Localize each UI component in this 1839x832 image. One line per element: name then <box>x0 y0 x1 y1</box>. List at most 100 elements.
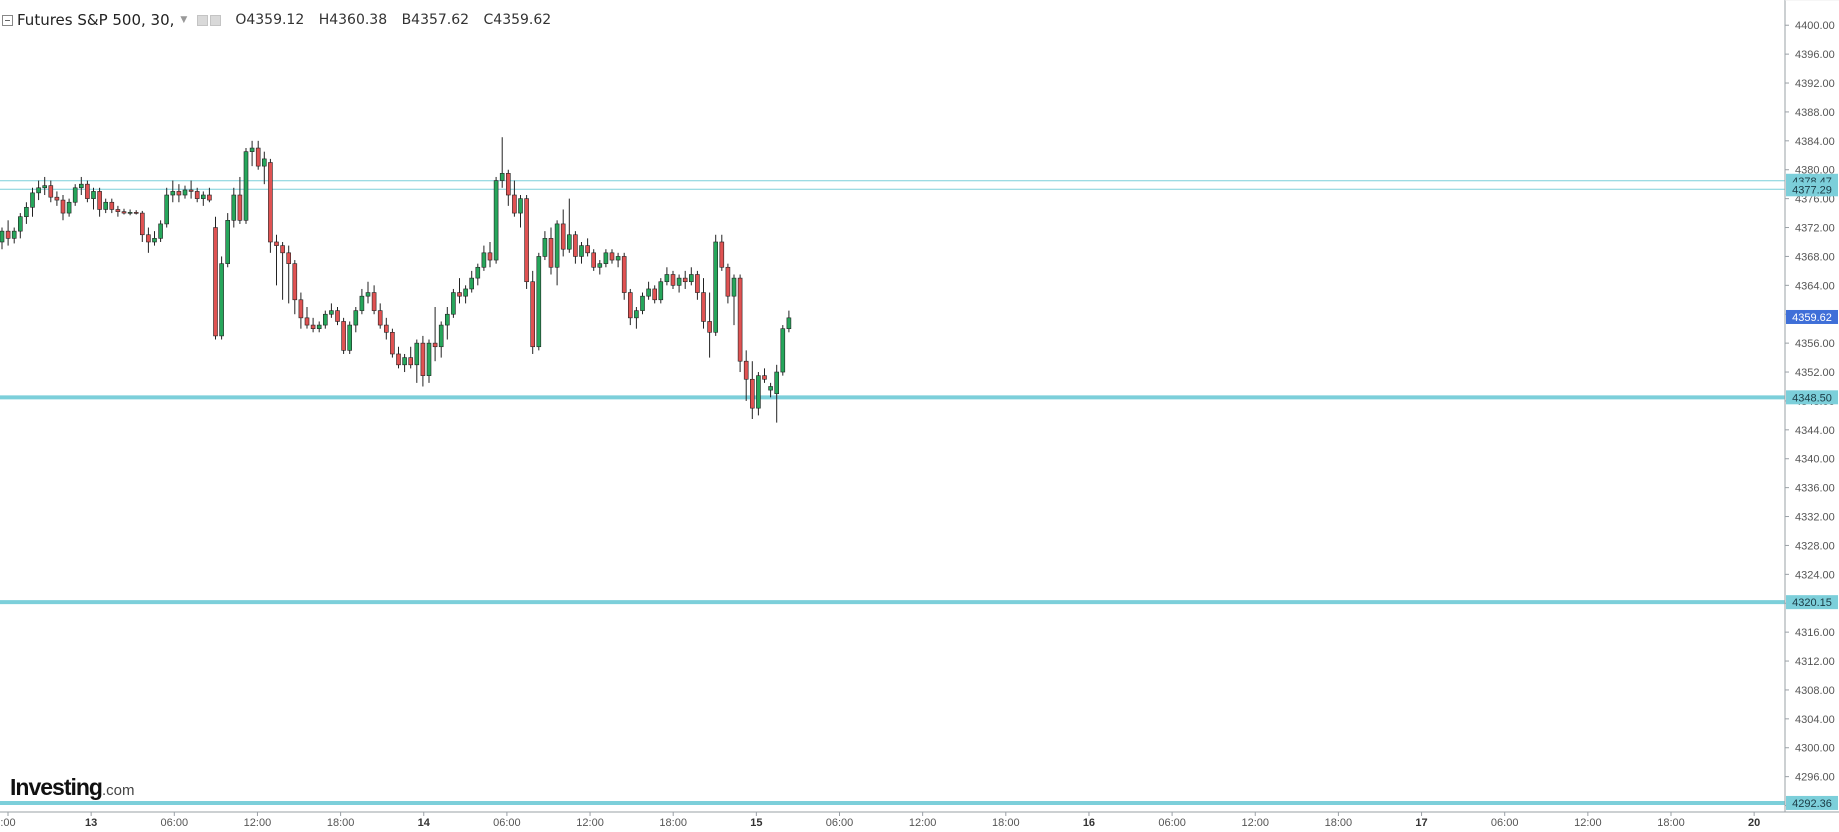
candle <box>646 281 651 300</box>
candle <box>237 176 243 224</box>
candle <box>365 281 371 304</box>
price-tick-label: 4324.00 <box>1795 569 1835 581</box>
candle-body <box>713 241 719 333</box>
candle <box>48 180 54 203</box>
candle <box>5 220 11 246</box>
price-tick-label: 4328.00 <box>1795 540 1835 552</box>
candle-body <box>670 274 676 286</box>
candle-body <box>664 274 670 283</box>
time-tick-label: 18:00 <box>659 817 687 829</box>
candle <box>188 180 194 199</box>
candle-body <box>316 324 322 329</box>
collapse-icon[interactable] <box>2 14 13 26</box>
investing-logo[interactable]: Investing.com <box>10 774 134 801</box>
candle-body <box>188 189 194 192</box>
candle <box>664 267 670 286</box>
candle-body <box>115 209 121 212</box>
candle <box>249 140 255 167</box>
candle <box>524 195 529 289</box>
candle-body <box>182 189 188 196</box>
candle <box>121 208 127 215</box>
candle <box>243 148 249 224</box>
candle-body <box>225 220 230 264</box>
candle-body <box>335 310 340 322</box>
time-tick-label: 20 <box>1748 817 1760 829</box>
candle-body <box>731 277 737 297</box>
candle-body <box>609 252 615 261</box>
candle <box>316 321 322 333</box>
candle-body <box>359 295 365 311</box>
candle-body <box>24 207 29 217</box>
candle-body <box>621 256 627 293</box>
candle <box>463 285 468 304</box>
candle-body <box>481 252 487 268</box>
candle <box>542 231 548 261</box>
candle-body <box>365 292 371 297</box>
candle-body <box>219 263 224 337</box>
candle <box>615 252 621 268</box>
candle-body <box>292 263 298 301</box>
candle-body <box>774 371 780 395</box>
candle <box>304 307 310 329</box>
candle <box>670 270 676 289</box>
time-tick-label: 06:00 <box>1491 817 1519 829</box>
candle <box>322 310 328 329</box>
candle-body <box>322 313 328 326</box>
candle <box>396 346 401 369</box>
candle-body <box>194 191 200 199</box>
candle <box>688 267 694 286</box>
candle-body <box>304 317 310 326</box>
level-tag-label: 4320.15 <box>1792 597 1832 609</box>
symbol-title[interactable]: Futures S&P 500, 30, <box>17 11 175 29</box>
time-axis: :00 13 06:00 12:00 18:00 14 06:00 12:00 18:00 15 0… <box>0 812 1760 829</box>
horizontal-levels <box>0 180 1785 805</box>
candle <box>140 210 145 242</box>
candle <box>133 210 139 215</box>
candle <box>475 263 481 286</box>
settings-icon[interactable] <box>197 14 209 26</box>
candle-body <box>261 158 267 167</box>
candle <box>347 321 353 354</box>
candle-body <box>103 201 108 210</box>
price-tick-label: 4392.00 <box>1795 78 1835 90</box>
candle-body <box>377 310 383 326</box>
candle <box>170 180 176 203</box>
candle <box>749 361 755 419</box>
time-tick-label: 18:00 <box>327 817 355 829</box>
candle <box>66 198 72 217</box>
candle-body <box>536 256 542 348</box>
candle-body <box>414 342 420 366</box>
price-tick-label: 4296.00 <box>1795 772 1835 784</box>
candle <box>158 220 163 242</box>
time-tick-label: 14 <box>418 817 431 829</box>
close-icon[interactable] <box>210 14 222 26</box>
time-tick-label: 12:00 <box>576 817 604 829</box>
candle-body <box>420 342 426 376</box>
candle <box>451 288 456 318</box>
candle-body <box>146 234 151 243</box>
candle <box>414 339 420 383</box>
candle <box>505 169 511 206</box>
candle <box>469 270 475 293</box>
candle-body <box>274 241 279 246</box>
candle-body <box>280 245 285 254</box>
price-tick-label: 4364.00 <box>1795 280 1835 292</box>
candle <box>713 234 719 336</box>
candle-body <box>652 288 658 301</box>
candle <box>60 195 66 221</box>
chevron-down-icon[interactable]: ▼ <box>180 15 188 25</box>
candle <box>487 241 493 268</box>
candle-body <box>79 183 84 189</box>
candle-body <box>408 357 414 366</box>
candle <box>676 274 682 293</box>
candle-body <box>36 187 41 194</box>
price-tick-label: 4332.00 <box>1795 512 1835 524</box>
candle-body <box>243 151 249 221</box>
candle-body <box>353 310 359 326</box>
chart-header: Futures S&P 500, 30, ▼ O4359.12 H4360.38… <box>0 8 561 32</box>
candle <box>383 317 389 340</box>
logo-main-text: Investing <box>10 774 103 800</box>
candle-body <box>5 230 11 239</box>
candle <box>182 185 188 199</box>
